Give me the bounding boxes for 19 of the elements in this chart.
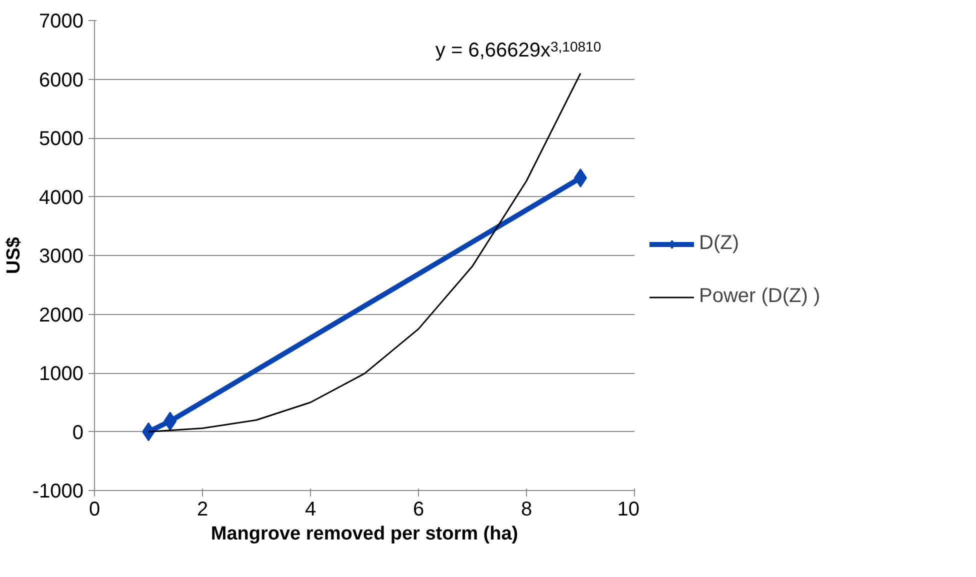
x-tick-label: 2 <box>196 498 208 520</box>
y-tick-label: 2000 <box>39 304 84 326</box>
x-tick-label: 8 <box>520 498 532 520</box>
y-tick-label: 0 <box>72 422 84 444</box>
legend-label: Power (D(Z) ) <box>699 285 820 308</box>
y-tick-label: 6000 <box>39 69 84 92</box>
y-axis-title: US$ <box>3 236 24 274</box>
x-axis-title: Mangrove removed per storm (ha) <box>210 524 518 544</box>
y-tick-label: 5000 <box>39 128 84 150</box>
y-tick-label: 4000 <box>39 186 84 209</box>
y-tick-label: 3000 <box>39 246 84 268</box>
x-tick-label: 6 <box>412 498 424 520</box>
y-tick-label: 7000 <box>39 10 84 32</box>
y-tick-label: -1000 <box>32 480 84 502</box>
x-tick-label: 0 <box>88 498 100 520</box>
x-tick-label: 4 <box>304 498 316 520</box>
legend-label: D(Z) <box>699 232 739 255</box>
y-tick-label: 1000 <box>39 363 84 385</box>
x-tick-label: 10 <box>617 498 640 520</box>
